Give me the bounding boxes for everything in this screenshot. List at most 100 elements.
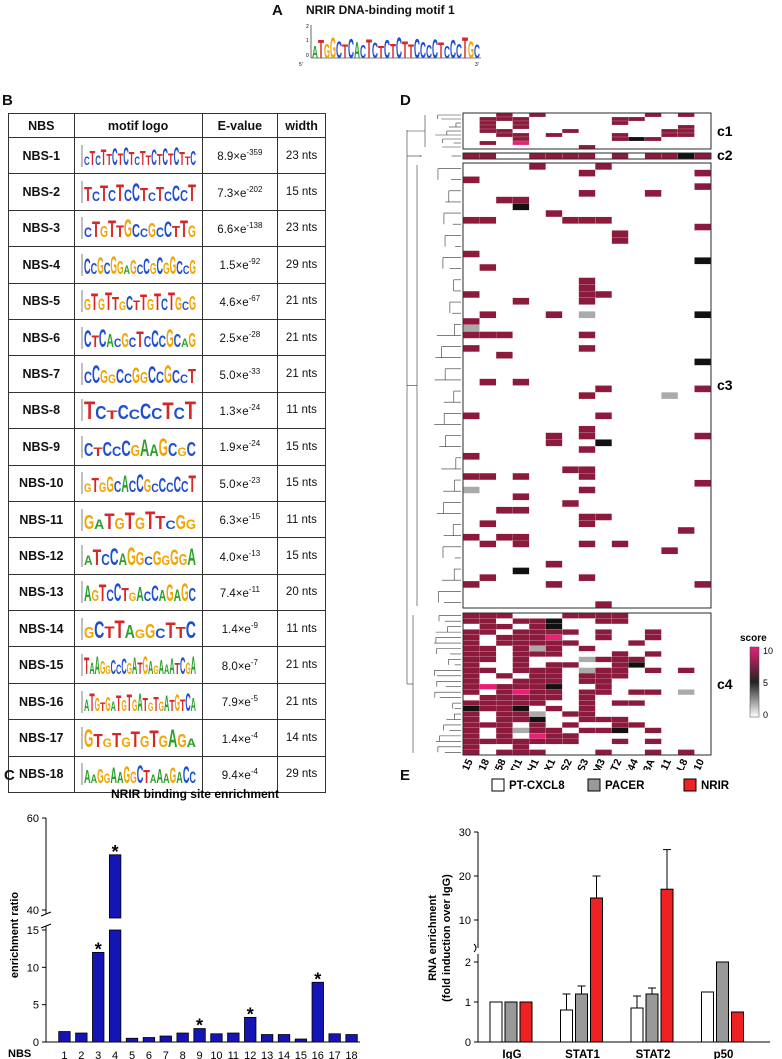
heatmap-cell [578,331,596,339]
heatmap-cell [578,727,596,734]
heatmap-cell [562,722,579,728]
logo-letter: G [140,733,149,751]
heatmap-cell [595,656,612,663]
heatmap-cell [694,152,712,160]
heatmap-cell [595,667,612,674]
logo-letter: G [169,764,176,787]
logo-letter: C [109,544,118,569]
heatmap: c1c2c3c4ISG15USP18DDX58EPSTI1IFIH1MX1OAS… [406,112,773,770]
heatmap-cell [545,560,563,568]
logo-letter: C [134,155,140,168]
y-tick-2: 2 [306,24,309,30]
logo-letter: G [130,767,137,787]
heatmap-cell [578,216,596,224]
logo-letter: A [168,726,177,751]
logo-letter: T [180,695,186,715]
heatmap-cell [545,678,563,685]
col-width: width [277,113,326,138]
heatmap-cell [578,169,596,177]
heatmap-cell [578,297,596,305]
motif-width: 11 nts [277,391,326,430]
logo-letter: C [95,403,106,423]
heatmap-cell [529,722,546,728]
logo-letter: G [91,587,98,605]
heatmap-cell [529,640,546,646]
heatmap-cell [611,540,629,548]
logo-letter: A [164,662,170,678]
heatmap-cell [595,162,612,170]
heatmap-cell [694,169,712,177]
heatmap-cell [578,473,596,480]
e-value: 1.5×e-92 [201,246,279,284]
motif-width: 21 nts [277,318,326,357]
logo-letter: C [168,440,177,460]
heatmap-cell [479,520,497,528]
table-row: NBS-7 C C G G C C G G C C G C C T 5.0×e-33 21 nts [8,355,326,393]
logo-letter: C [94,617,104,642]
x-tick-label: 13 [261,1050,273,1059]
logo-letter: G [166,581,173,606]
heatmap-cell [578,711,596,717]
heatmap-cell [462,711,480,717]
heatmap-cell [694,311,712,319]
heatmap-cell [495,128,513,134]
x-tick-label: 6 [146,1050,152,1059]
heatmap-cell [512,689,530,695]
logo-letter: G [130,442,139,460]
significance-star: * [95,939,102,959]
e-value-exponent: -4 [250,766,258,776]
heatmap-cell [462,324,480,332]
e-value: 7.3×e-202 [201,173,279,211]
logo-letter: C [151,405,162,423]
logo-letter: G [152,547,161,569]
logo-letter: G [140,369,148,387]
heatmap-cell [529,618,546,624]
heatmap-cell [529,645,546,652]
table-row: NBS-4 C C G C G G A G C C G C G G C C G 1.5×e-92 29 nts [8,246,326,284]
heatmap-cell [677,667,695,674]
x-tick-label: 16 [312,1050,324,1059]
e-value-exponent: -24 [248,403,261,413]
logo-letter: C [132,221,140,241]
logo-letter: A [124,622,134,642]
table-row: NBS-14 G C T T A G G C T T C 1.4×e-9 11 nts [8,610,326,648]
logo-letter: T [114,617,124,642]
logo-letter: G [128,592,135,605]
logo-letter: G [84,296,91,314]
bar [560,1009,573,1043]
heatmap-cell [578,277,596,285]
heatmap-cell [495,506,513,514]
heatmap-cell [545,645,563,652]
heatmap-cell [545,439,563,447]
heatmap-cell [578,520,596,528]
heatmap-cell [661,392,679,400]
x-tick-label: STAT1 [565,1049,600,1059]
logo-letter: C [176,258,183,278]
logo-letter: T [84,653,89,678]
heatmap-cell [562,612,579,619]
y-tick-label: 20 [459,871,471,883]
bar [142,1037,156,1043]
motif-letter: C [420,38,426,64]
heatmap-cell [694,223,712,231]
logo-letter: C [173,144,179,169]
panel-b-letter: B [2,92,13,109]
nbs-name: NBS-13 [8,573,75,612]
logo-letter: G [84,726,93,751]
y-axis-label: enrichment ratio [9,892,21,978]
heatmap-cell [479,473,497,480]
heatmap-cell [562,662,579,668]
logo-letter: C [123,144,129,169]
heatmap-cell [462,486,480,494]
heatmap-cell [495,112,513,118]
heatmap-cell [495,738,513,745]
logo-letter: G [142,653,147,678]
motif-letter: T [462,32,468,65]
nbs-name: NBS-2 [8,173,75,211]
heatmap-cell [512,705,530,712]
